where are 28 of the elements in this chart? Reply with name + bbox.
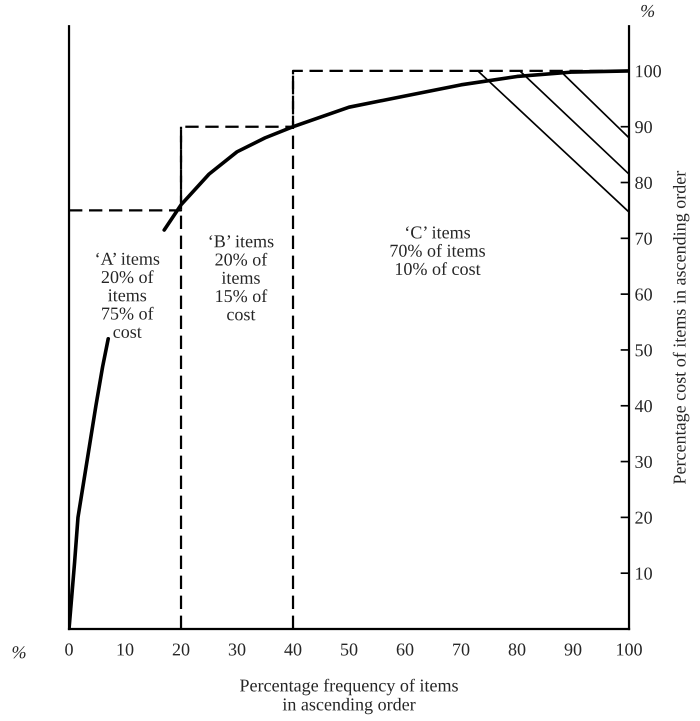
- x-tick-label: 50: [341, 643, 358, 656]
- x-tick-label: 0: [65, 643, 73, 656]
- y-axis-title: Percentage cost of items in ascending order: [672, 170, 690, 484]
- y-tick-label: 70: [636, 232, 652, 245]
- y-tick-label: 60: [635, 288, 652, 301]
- x-tick-label: 100: [617, 643, 642, 656]
- x-tick-label: 70: [453, 643, 470, 656]
- annotation: ‘A’ items 20% of items 75% of cost: [96, 252, 160, 338]
- y-tick-label: 100: [636, 65, 661, 78]
- annotation: ‘B’ items 20% of items 15% of cost: [209, 235, 274, 320]
- x-tick-label: 90: [564, 643, 582, 656]
- x-tick-label: 10: [118, 643, 134, 656]
- y-tick-label: 90: [635, 120, 652, 134]
- text: %: [12, 646, 26, 658]
- y-tick-label: 50: [636, 344, 652, 356]
- x-tick-label: 20: [172, 643, 190, 656]
- x-axis-title: Percentage frequency of items in ascending order: [240, 678, 458, 714]
- y-tick-label: 80: [635, 176, 652, 189]
- y-tick-label: 30: [635, 456, 652, 468]
- text: %: [641, 4, 654, 18]
- y-tick-label: 10: [636, 567, 652, 580]
- annotation: ‘C’ items 70% of items 10% of cost: [390, 226, 485, 276]
- x-tick-label: 80: [508, 643, 526, 656]
- y-tick-label: 40: [634, 400, 652, 412]
- y-tick-label: 20: [635, 512, 652, 524]
- x-tick-label: 60: [396, 643, 414, 656]
- x-tick-label: 40: [284, 643, 302, 656]
- x-tick-label: 30: [228, 643, 246, 656]
